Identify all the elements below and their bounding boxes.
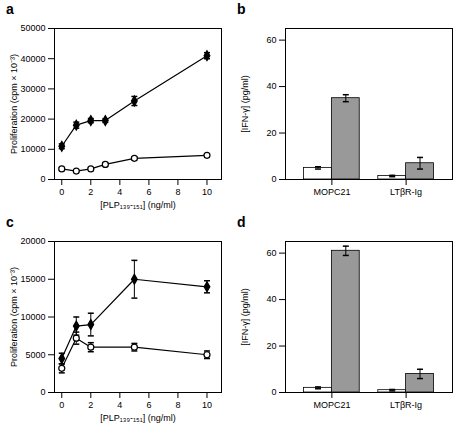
svg-text:LTβR-Ig: LTβR-Ig bbox=[390, 400, 422, 410]
svg-text:10: 10 bbox=[202, 187, 212, 197]
svg-text:2: 2 bbox=[88, 400, 93, 410]
svg-text:40: 40 bbox=[266, 81, 276, 91]
svg-text:60: 60 bbox=[266, 35, 276, 45]
svg-text:8: 8 bbox=[175, 187, 180, 197]
svg-text:20000: 20000 bbox=[20, 114, 45, 124]
svg-text:6: 6 bbox=[146, 400, 151, 410]
svg-text:MOPC21: MOPC21 bbox=[313, 187, 350, 197]
svg-text:20: 20 bbox=[266, 128, 276, 138]
html-text:c: c bbox=[6, 214, 14, 230]
svg-text:[IFN-γ] (pg/ml): [IFN-γ] (pg/ml) bbox=[240, 75, 250, 133]
svg-text:30000: 30000 bbox=[20, 84, 45, 94]
html-text:a: a bbox=[6, 1, 14, 17]
svg-text:60: 60 bbox=[266, 248, 276, 258]
svg-text:4: 4 bbox=[117, 187, 122, 197]
html-text:b: b bbox=[237, 1, 246, 17]
svg-text:20: 20 bbox=[266, 341, 276, 351]
svg-text:[PLP₁₃₉-₁₅₁] (ng/ml): [PLP₁₃₉-₁₅₁] (ng/ml) bbox=[100, 200, 175, 210]
svg-text:4: 4 bbox=[117, 400, 122, 410]
svg-text:5000: 5000 bbox=[25, 350, 45, 360]
svg-text:2: 2 bbox=[88, 187, 93, 197]
svg-text:20000: 20000 bbox=[20, 236, 45, 246]
svg-text:Proliferation (cpm × 10⁻³): Proliferation (cpm × 10⁻³) bbox=[9, 54, 19, 154]
svg-text:0: 0 bbox=[271, 174, 276, 184]
svg-text:MOPC21: MOPC21 bbox=[313, 400, 350, 410]
svg-text:0: 0 bbox=[59, 400, 64, 410]
svg-text:0: 0 bbox=[271, 387, 276, 397]
svg-text:Proliferation (cpm × 10⁻³): Proliferation (cpm × 10⁻³) bbox=[9, 267, 19, 367]
svg-text:10: 10 bbox=[202, 400, 212, 410]
svg-text:[PLP₁₃₉-₁₅₁] (ng/ml): [PLP₁₃₉-₁₅₁] (ng/ml) bbox=[100, 413, 175, 423]
svg-text:6: 6 bbox=[146, 187, 151, 197]
svg-text:40000: 40000 bbox=[20, 54, 45, 64]
svg-text:[IFN-γ] (pg/ml): [IFN-γ] (pg/ml) bbox=[240, 288, 250, 346]
svg-text:LTβR-Ig: LTβR-Ig bbox=[390, 187, 422, 197]
svg-text:0: 0 bbox=[40, 387, 45, 397]
html-text:d: d bbox=[237, 214, 246, 230]
svg-text:0: 0 bbox=[40, 174, 45, 184]
svg-text:0: 0 bbox=[59, 187, 64, 197]
svg-text:40: 40 bbox=[266, 294, 276, 304]
svg-text:8: 8 bbox=[175, 400, 180, 410]
svg-text:10000: 10000 bbox=[20, 144, 45, 154]
svg-text:50000: 50000 bbox=[20, 23, 45, 33]
svg-text:15000: 15000 bbox=[20, 274, 45, 284]
svg-text:10000: 10000 bbox=[20, 312, 45, 322]
